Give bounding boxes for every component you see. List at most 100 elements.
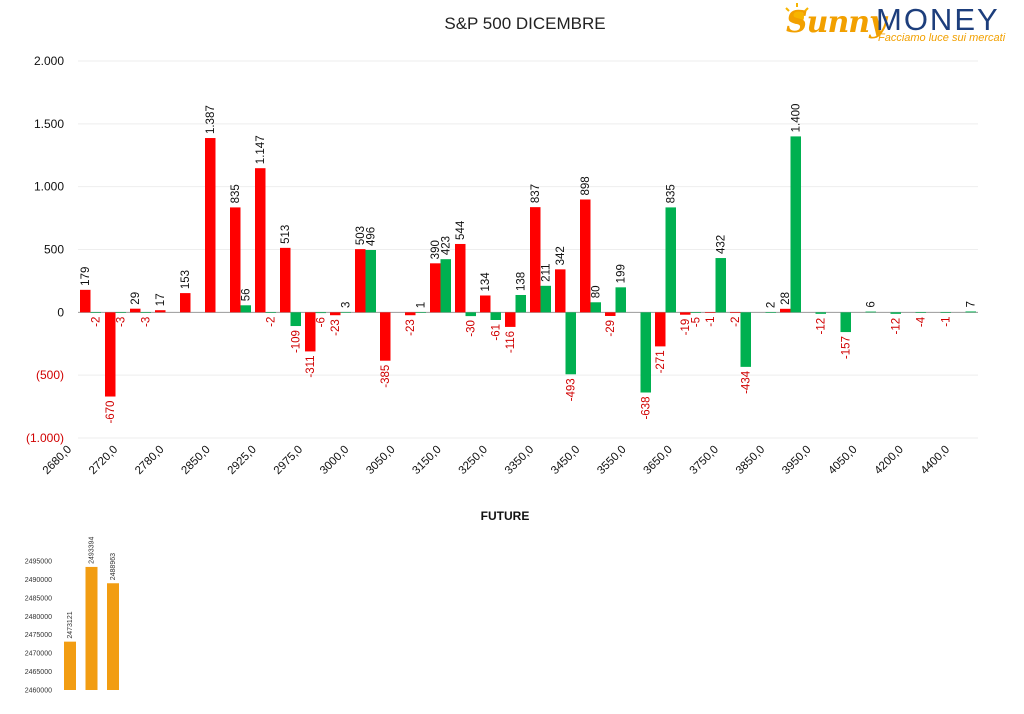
green-bar	[715, 258, 726, 313]
x-tick-label: 3450,0	[549, 444, 582, 477]
y-tick-label: 2.000	[34, 54, 64, 68]
data-label: -12	[891, 318, 903, 335]
data-label: -2	[730, 317, 742, 327]
green-bar	[765, 312, 776, 313]
green-bar	[265, 312, 276, 313]
data-label: 835	[666, 184, 678, 203]
sunny-money-logo: Sunny MONEY Facciamo luce sui mercati	[782, 2, 1012, 44]
red-bar	[280, 247, 291, 313]
data-label: -493	[566, 378, 578, 401]
x-tick-label: 2680,0	[41, 444, 74, 477]
red-bar	[780, 308, 791, 313]
x-tick-label: 3750,0	[688, 444, 721, 477]
future-y-tick-label: 2495000	[25, 559, 52, 566]
sun-icon	[785, 3, 809, 24]
future-y-tick-label: 2470000	[25, 651, 52, 658]
green-bar	[290, 312, 301, 327]
x-tick-label: 2780,0	[133, 444, 166, 477]
red-bar	[105, 312, 116, 397]
data-label: -3	[141, 317, 153, 327]
future-y-tick-label: 2475000	[25, 632, 52, 639]
data-label: -4	[916, 316, 928, 327]
data-label: 432	[716, 235, 728, 254]
data-label: 17	[155, 293, 167, 306]
green-bar	[965, 311, 976, 313]
red-bar	[480, 295, 491, 313]
data-label: 138	[516, 272, 528, 291]
red-bar	[180, 293, 191, 313]
y-tick-label: (1.000)	[26, 431, 64, 445]
red-bar	[555, 269, 566, 313]
data-label: -12	[816, 318, 828, 335]
green-bar	[890, 312, 901, 314]
x-tick-label: 3950,0	[780, 444, 813, 477]
green-bar	[115, 312, 126, 313]
x-tick-label: 3150,0	[410, 444, 443, 477]
future-y-tick-label: 2485000	[25, 595, 52, 602]
x-tick-label: 3000,0	[318, 444, 351, 477]
x-tick-label: 2720,0	[87, 444, 120, 477]
data-label: 1	[416, 302, 428, 308]
red-bar	[155, 310, 166, 313]
future-bar	[64, 641, 76, 690]
red-bar	[455, 243, 466, 313]
future-y-tick-label: 2490000	[25, 577, 52, 584]
grid-lines	[78, 60, 978, 439]
data-label: 7	[966, 301, 978, 307]
future-y-tick-label: 2465000	[25, 669, 52, 676]
data-label: 503	[355, 226, 367, 245]
green-bar	[415, 312, 426, 313]
red-bar	[380, 312, 391, 361]
x-tick-label: 3650,0	[641, 444, 674, 477]
green-bar	[515, 294, 526, 313]
green-bar	[565, 312, 576, 375]
green-bar	[790, 136, 801, 313]
data-label: 423	[441, 236, 453, 255]
data-label: -157	[841, 336, 853, 359]
red-bar	[130, 308, 141, 313]
green-bar	[640, 312, 651, 393]
y-tick-label: 0	[57, 305, 64, 319]
data-label: 56	[241, 288, 253, 301]
data-label: 2	[766, 302, 778, 308]
data-label: 898	[580, 176, 592, 195]
green-bar	[340, 311, 351, 313]
data-label: -23	[330, 319, 342, 336]
green-bar	[740, 312, 751, 367]
data-label: -109	[291, 330, 303, 353]
chart-title: S&P 500 DICEMBRE	[444, 14, 606, 33]
red-bar	[255, 168, 266, 313]
logo-money-text: MONEY	[876, 2, 1000, 37]
y-tick-label: 1.000	[34, 180, 64, 194]
red-bar	[505, 312, 516, 327]
red-bar	[730, 312, 741, 313]
green-bar	[490, 312, 501, 320]
y-tick-label: 500	[44, 243, 64, 257]
data-label: 1.387	[205, 105, 217, 134]
data-label: 835	[230, 184, 242, 203]
data-label: -5	[691, 317, 703, 327]
x-tick-label: 3250,0	[457, 444, 490, 477]
green-bar	[90, 312, 101, 313]
data-label: 544	[455, 220, 467, 240]
green-bar	[865, 311, 876, 313]
data-label: 496	[366, 227, 378, 246]
red-bar	[355, 249, 366, 313]
data-label: -1	[705, 316, 717, 326]
green-bar	[690, 312, 701, 313]
red-bar	[680, 312, 691, 315]
green-bar	[915, 312, 926, 313]
future-bar	[107, 583, 119, 690]
y-tick-label: (500)	[36, 368, 64, 382]
data-label: -6	[316, 317, 328, 327]
data-label: -271	[655, 350, 667, 373]
future-data-label: 2488963	[110, 553, 117, 580]
x-tick-label: 2850,0	[179, 444, 212, 477]
future-chart-title: FUTURE	[480, 509, 530, 523]
data-label: 199	[616, 264, 628, 283]
data-label: 211	[541, 263, 553, 281]
future-bar	[85, 566, 98, 690]
x-axis: 2680,0 2720,0 2780,0 2850,0 2925,0 2975,0 3000…	[41, 444, 952, 477]
x-tick-label: 3050,0	[364, 444, 397, 477]
